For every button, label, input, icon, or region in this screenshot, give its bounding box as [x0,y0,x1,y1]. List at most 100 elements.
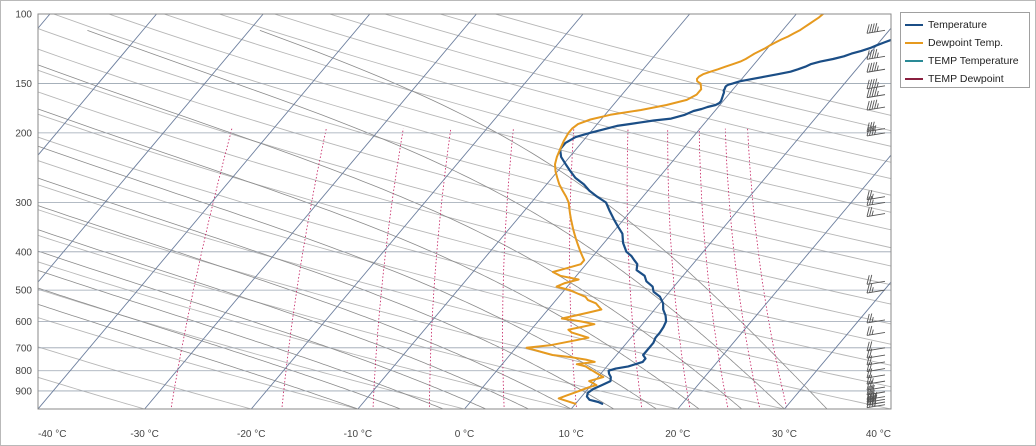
wind-barb [866,283,886,294]
dry-adiabat-line [163,14,891,213]
wind-barb [866,362,886,373]
dry-adiabat-line [108,14,891,231]
temperature-tick-label: 40 °C [866,429,891,440]
temperature-tick-label: 10 °C [559,429,584,440]
temperature-tick-label: -30 °C [130,429,158,440]
wind-barb [866,394,886,406]
wind-barb [866,61,886,73]
mixing-ratio-line [170,128,233,409]
dry-adiabat-line [38,28,891,267]
pressure-tick-label: 100 [15,10,32,21]
pressure-tick-label: 300 [15,198,32,209]
isotherm-line [464,14,797,409]
isotherm-line [38,14,371,409]
temperature-tick-label: -20 °C [237,429,265,440]
wind-barb [866,207,886,217]
legend-label-dewpoint: Dewpoint Temp. [928,37,1004,49]
isotherm-line [144,14,477,409]
temperature-tick-label: 20 °C [665,429,690,440]
pressure-tick-label: 900 [15,386,32,397]
moist-adiabat-line [259,30,828,409]
wind-barbs [866,22,886,409]
legend-item-temperature: Temperature [905,16,1029,34]
mixing-ratio-line [626,128,643,409]
mixing-ratio-line [281,128,327,409]
wind-barb [866,78,886,90]
mixing-ratio-line [698,128,729,409]
legend-label-temp-dewpoint: TEMP Dewpoint [928,73,1004,85]
isotherm-gridlines [38,14,891,409]
moist-adiabat-line [38,287,401,409]
isotherm-line [357,14,691,409]
pressure-tick-label: 600 [15,317,32,328]
mixing-ratio-line [747,128,788,409]
moist-adiabat-line [38,177,615,409]
moist-adiabat-line [38,145,657,409]
chart-legend: Temperature Dewpoint Temp. TEMP Temperat… [900,12,1030,88]
wind-barb [866,341,886,352]
wind-barb [866,384,886,396]
series-line-temperature [558,38,891,405]
temperature-tick-label: -10 °C [344,429,372,440]
temperature-tick-label: -40 °C [38,429,66,440]
pressure-tick-label: 500 [15,286,32,297]
isotherm-line [677,154,891,409]
isotherm-line [250,14,584,409]
mixing-ratio-line [667,128,691,409]
temperature-tick-label: 0 °C [455,429,475,440]
pressure-axis-labels: 100 150 200 300 400 500 600 700 800 900 [15,10,32,398]
moist-adiabat-line [38,205,572,409]
dry-adiabat-line [38,184,891,409]
mixing-ratio-line [429,128,452,409]
plot-area [38,14,891,409]
plot-border [37,13,892,410]
dry-adiabat-line [38,376,147,409]
moist-adiabat-line [38,270,444,409]
dry-adiabat-line [38,346,254,409]
legend-swatch-dewpoint [905,42,923,44]
temperature-axis-labels: -40 °C -30 °C -20 °C -10 °C 0 °C 10 °C 20 °C 30… [38,429,891,440]
mixing-ratio-lines [170,128,788,409]
wind-barb [866,121,886,133]
dry-adiabat-line [38,113,891,345]
isotherm-line [570,27,891,409]
mixing-ratio-line [502,128,514,409]
mixing-ratio-line [372,128,404,409]
wind-barb [866,313,886,324]
pressure-tick-label: 200 [15,128,32,139]
legend-swatch-temp-dewpoint [905,78,923,80]
wind-barb [866,195,886,206]
moist-adiabats [38,30,828,409]
legend-label-temp-temperature: TEMP Temperature [928,55,1019,67]
moist-adiabat-line [38,250,486,409]
dry-adiabat-line [38,48,891,286]
mixing-ratio-line [724,128,761,409]
dry-adiabat-line [53,14,891,249]
moist-adiabat-line [38,64,742,409]
wind-barb [866,374,886,385]
pressure-tick-label: 700 [15,343,32,354]
dry-adiabat-line [38,69,891,305]
wind-barb [866,48,886,60]
dry-adiabat-line [38,160,891,388]
moist-adiabat-line [38,229,529,409]
legend-label-temperature: Temperature [928,19,987,31]
wind-barb [866,397,886,409]
wind-barb [866,87,886,99]
dry-adiabat-line [274,14,891,180]
pressure-tick-label: 150 [15,79,32,90]
legend-item-temp-temperature: TEMP Temperature [905,52,1029,70]
isotherm-line [784,281,891,409]
moist-adiabat-line [38,303,359,409]
pressure-tick-label: 800 [15,366,32,377]
pressure-tick-label: 400 [15,247,32,258]
wind-barb [866,190,886,201]
moist-adiabat-line [87,30,785,409]
dry-adiabat-line [219,14,891,196]
series-line-dewpoint-temp [525,14,824,405]
temperature-tick-label: 30 °C [772,429,797,440]
dry-adiabat-line [38,209,787,409]
wind-barb [866,99,886,111]
